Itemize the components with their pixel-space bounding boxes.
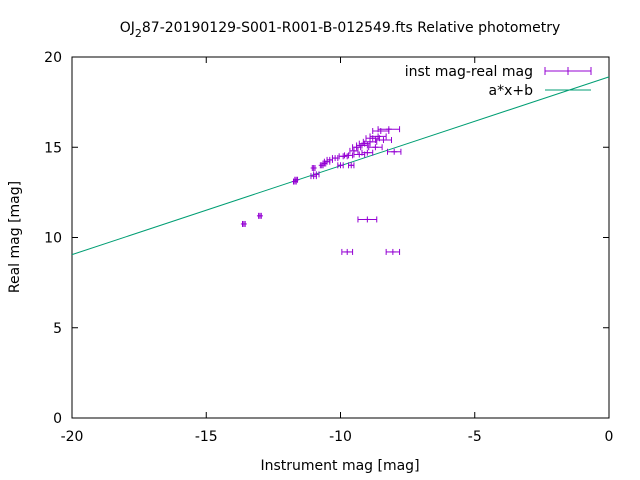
chart-title: OJ287-20190129-S001-R001-B-012549.fts Re…	[120, 20, 561, 40]
data-point	[293, 176, 300, 183]
x-tick-label: -20	[61, 429, 84, 445]
data-point	[341, 248, 354, 255]
x-tick-label: -5	[468, 429, 482, 445]
legend-label-errorbar: inst mag-real mag	[405, 64, 533, 80]
legend-sample-errorbar	[544, 67, 592, 75]
x-tick-label: -15	[195, 429, 218, 445]
data-point	[377, 126, 401, 133]
data-point	[348, 162, 355, 169]
legend: inst mag-real mag a*x+b	[405, 64, 592, 99]
y-axis-title: Real mag [mag]	[7, 181, 23, 293]
errorbar-series	[240, 126, 402, 255]
y-tick-label: 15	[44, 140, 62, 156]
y-tick-label: 20	[44, 50, 62, 66]
y-tick-label: 10	[44, 231, 62, 247]
data-point	[361, 149, 374, 156]
data-point	[313, 171, 320, 178]
x-tick-label: -10	[329, 429, 352, 445]
data-point	[368, 144, 383, 151]
x-axis: -20 -15 -10 -5 0	[61, 57, 614, 445]
data-point	[369, 133, 387, 140]
chart-title-subscript: 2	[135, 27, 142, 40]
x-axis-title: Instrument mag [mag]	[260, 458, 419, 474]
data-point	[338, 153, 348, 160]
y-tick-label: 0	[53, 411, 62, 427]
data-point	[386, 148, 402, 155]
data-point	[256, 212, 263, 219]
data-point	[331, 155, 339, 162]
y-axis: 0 5 10 15 20	[44, 50, 609, 427]
chart-title-part-2: 87-20190129-S001-R001-B-012549.fts Relat…	[142, 20, 560, 36]
data-point	[385, 248, 401, 255]
data-point	[310, 165, 317, 172]
data-point	[337, 162, 344, 169]
data-point	[357, 216, 378, 223]
y-tick-label: 5	[53, 321, 62, 337]
x-tick-label: 0	[605, 429, 614, 445]
data-point	[374, 137, 393, 144]
legend-label-fit: a*x+b	[489, 83, 534, 99]
chart-title-part-1: OJ	[120, 20, 135, 36]
data-point	[240, 220, 247, 227]
data-point	[344, 152, 354, 159]
